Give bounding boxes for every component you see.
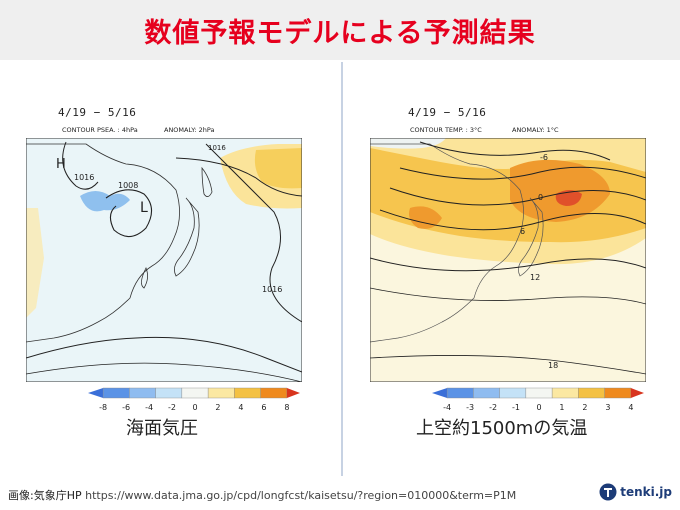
- pressure-colorbar: -8 -6 -4 -2 0 2 4 6 8: [88, 387, 300, 412]
- positive-anomaly-peak: [555, 190, 582, 206]
- temperature-anomaly-map: -6 0 6 12 18: [370, 138, 646, 382]
- colorbar-tick-label: -4: [145, 403, 153, 412]
- high-pressure-label: H: [56, 157, 66, 172]
- colorbar-tick-label: -3: [466, 403, 474, 412]
- contour-interval-label: CONTOUR PSEA. : 4hPa: [62, 126, 138, 134]
- isobar: [62, 141, 99, 190]
- colorbar-segment: [446, 387, 474, 399]
- colorbar-segment: [181, 387, 209, 399]
- temperature-panel: 4/19 − 5/16 CONTOUR TEMP. : 3°C ANOMALY:…: [346, 62, 680, 476]
- isobar: [26, 336, 302, 373]
- image-credit: 画像:気象庁HP https://www.data.jma.go.jp/cpd/…: [8, 487, 516, 503]
- brand-name: tenki.jp: [620, 485, 672, 499]
- isotherm-12: [370, 257, 646, 272]
- colorbar-tick-label: 6: [261, 403, 266, 412]
- isotherm-18: [370, 355, 646, 375]
- isobar-label: 1016: [208, 144, 226, 152]
- isobar-label: 1016: [262, 285, 282, 294]
- japan-coastline: [518, 197, 544, 277]
- colorbar-segment: [432, 388, 448, 398]
- colorbar-segment: [88, 388, 104, 398]
- colorbar-tick-label: 8: [284, 403, 289, 412]
- isotherm-0: [399, 166, 646, 180]
- forecast-period: 4/19 − 5/16: [58, 106, 137, 119]
- colorbar-segment: [473, 387, 500, 399]
- panel-caption: 海面気圧: [126, 418, 198, 439]
- brand[interactable]: tenki.jp: [599, 483, 672, 501]
- colorbar-tick-label: -1: [512, 403, 520, 412]
- colorbar-tick-label: 4: [238, 403, 243, 412]
- colorbar-segment: [630, 388, 644, 398]
- isobar: [26, 362, 302, 382]
- colorbar-segment: [578, 387, 605, 399]
- isotherm-6: [379, 209, 646, 231]
- colorbar-tick-label: 4: [628, 403, 633, 412]
- colorbar-segment: [286, 388, 300, 398]
- isotherm-label: -6: [540, 153, 548, 162]
- isotherm: [389, 187, 646, 206]
- colorbar-tick-label: 1: [559, 403, 564, 412]
- positive-anomaly-west: [26, 208, 44, 318]
- forecast-period: 4/19 − 5/16: [408, 106, 487, 119]
- isotherm: [419, 141, 611, 161]
- tenki-logo-icon: [599, 483, 617, 501]
- contour-interval-label: CONTOUR TEMP. : 3°C: [410, 126, 482, 134]
- low-pressure-label: L: [140, 200, 148, 216]
- colorbar-tick-label: -8: [99, 403, 107, 412]
- page-title: 数値予報モデルによる予測結果: [144, 17, 536, 49]
- isotherm-label: 18: [548, 361, 558, 370]
- colorbar-segment: [102, 387, 130, 399]
- isobar-low: [105, 189, 153, 238]
- negative-anomaly-area: [80, 191, 130, 212]
- colorbar-tick-label: 2: [582, 403, 587, 412]
- sakhalin-coastline: [201, 166, 213, 197]
- panel-caption: 上空約1500mの気温: [416, 418, 588, 439]
- neutral-area: [370, 138, 446, 149]
- colorbar-segment: [207, 387, 235, 399]
- colorbar-segment: [129, 387, 156, 399]
- colorbar-tick-label: -2: [168, 403, 176, 412]
- isobar-label: 1016: [74, 173, 94, 182]
- colorbar-segment: [234, 387, 261, 399]
- continent-coastline: [26, 143, 180, 343]
- anomaly-interval-label: ANOMALY: 2hPa: [164, 126, 215, 134]
- panel-divider: [341, 62, 343, 476]
- credit-label: 画像:気象庁HP: [8, 489, 82, 502]
- colorbar-tick-label: 0: [192, 403, 197, 412]
- japan-coastline: [174, 197, 200, 277]
- colorbar-segment: [551, 387, 579, 399]
- isotherm-label: 6: [520, 227, 525, 236]
- isotherm: [370, 287, 646, 305]
- positive-anomaly-high-west: [409, 206, 442, 229]
- colorbar-tick-label: 3: [605, 403, 610, 412]
- colorbar-tick-label: -6: [122, 403, 130, 412]
- isotherm-label: 0: [538, 193, 543, 202]
- footer: 画像:気象庁HP https://www.data.jma.go.jp/cpd/…: [0, 478, 680, 510]
- continent-coastline: [370, 143, 524, 343]
- temperature-colorbar: -4 -3 -2 -1 0 1 2 3 4: [432, 387, 644, 412]
- sea-level-pressure-panel: 4/19 − 5/16 CONTOUR PSEA. : 4hPa ANOMALY…: [2, 62, 338, 476]
- positive-anomaly-high: [510, 159, 610, 222]
- source-url[interactable]: https://www.data.jma.go.jp/cpd/longfcst/…: [85, 489, 517, 502]
- colorbar-segment: [499, 387, 527, 399]
- colorbar-segment: [525, 387, 553, 399]
- colorbar-tick-label: -4: [443, 403, 451, 412]
- title-bar: 数値予報モデルによる予測結果: [0, 0, 680, 60]
- colorbar-segment: [604, 387, 632, 399]
- korea-coastline: [141, 267, 148, 289]
- isobar-1016: [205, 143, 302, 323]
- colorbar-tick-label: 2: [215, 403, 220, 412]
- colorbar-tick-label: -2: [489, 403, 497, 412]
- isotherm-label: 12: [530, 273, 540, 282]
- pressure-anomaly-map: H L 1016 1008 1016 1016: [26, 138, 302, 382]
- colorbar-segment: [260, 387, 288, 399]
- isobar-label: 1008: [118, 181, 138, 190]
- colorbar-tick-label: 0: [536, 403, 541, 412]
- positive-anomaly-core: [254, 148, 302, 189]
- anomaly-interval-label: ANOMALY: 1°C: [512, 126, 559, 134]
- colorbar-segment: [155, 387, 183, 399]
- isobar: [175, 157, 302, 197]
